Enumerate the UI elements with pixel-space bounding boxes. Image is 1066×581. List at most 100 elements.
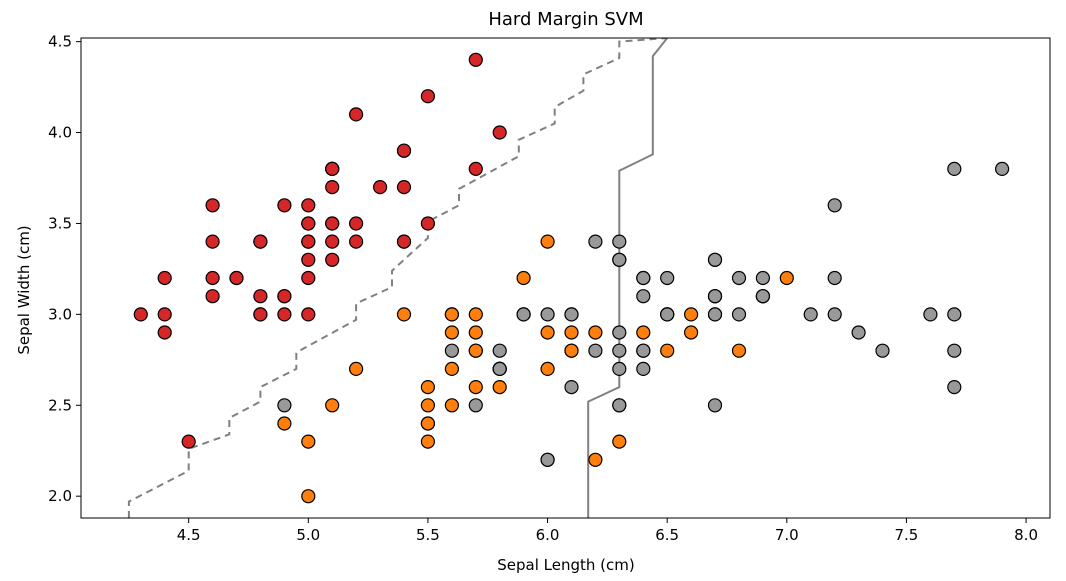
point-versicolor <box>683 325 699 340</box>
point-versicolor <box>444 361 459 376</box>
point-setosa <box>205 270 220 286</box>
point-setosa <box>277 289 292 304</box>
point-setosa <box>301 252 316 267</box>
point-versicolor <box>444 398 459 413</box>
point-virginica <box>612 234 627 249</box>
point-setosa <box>396 180 412 195</box>
point-setosa <box>349 216 364 231</box>
point-virginica <box>707 252 723 267</box>
point-versicolor <box>396 307 412 322</box>
point-versicolor <box>564 343 579 358</box>
point-virginica <box>564 380 579 395</box>
point-versicolor <box>612 434 627 449</box>
point-virginica <box>994 161 1010 176</box>
point-virginica <box>707 289 723 304</box>
point-versicolor <box>444 307 459 322</box>
chart-title: Hard Margin SVM <box>488 9 643 30</box>
point-setosa <box>157 270 172 286</box>
point-versicolor <box>540 325 555 340</box>
point-virginica <box>827 307 842 322</box>
point-versicolor <box>349 361 364 376</box>
point-virginica <box>588 234 603 249</box>
point-versicolor <box>683 307 699 322</box>
point-setosa <box>396 143 412 158</box>
point-virginica <box>277 398 292 413</box>
point-virginica <box>540 452 555 467</box>
point-setosa <box>253 307 268 322</box>
point-setosa <box>492 125 507 140</box>
y-tick-label: 3.5 <box>48 214 72 232</box>
point-setosa <box>277 198 292 213</box>
point-virginica <box>612 398 627 413</box>
point-virginica <box>947 343 962 358</box>
series-setosa <box>133 52 507 449</box>
point-virginica <box>947 307 962 322</box>
point-versicolor <box>468 380 483 395</box>
point-virginica <box>707 398 723 413</box>
point-setosa <box>253 289 268 304</box>
point-setosa <box>205 234 220 249</box>
point-virginica <box>636 270 651 286</box>
point-virginica <box>444 343 459 358</box>
x-tick-label: 7.0 <box>775 526 799 544</box>
point-setosa <box>157 307 172 322</box>
point-setosa <box>325 216 340 231</box>
point-virginica <box>636 289 651 304</box>
x-tick-label: 6.5 <box>655 526 679 544</box>
point-setosa <box>468 161 483 176</box>
point-setosa <box>325 234 340 249</box>
plot-frame <box>80 37 1051 519</box>
point-virginica <box>612 252 627 267</box>
point-setosa <box>468 52 483 67</box>
point-virginica <box>731 307 747 322</box>
point-setosa <box>181 434 196 449</box>
point-setosa <box>205 198 220 213</box>
point-virginica <box>827 270 842 286</box>
point-versicolor <box>420 380 435 395</box>
point-setosa <box>420 89 435 104</box>
point-versicolor <box>588 325 603 340</box>
point-versicolor <box>420 398 435 413</box>
y-axis-label: Sepal Width (cm) <box>15 225 33 354</box>
point-versicolor <box>277 416 292 431</box>
point-versicolor <box>588 452 603 467</box>
point-setosa <box>301 307 316 322</box>
point-versicolor <box>564 325 579 340</box>
point-virginica <box>851 325 866 340</box>
point-setosa <box>205 289 220 304</box>
point-virginica <box>660 270 675 286</box>
point-versicolor <box>468 343 483 358</box>
point-virginica <box>923 307 938 322</box>
y-tick-label: 4.5 <box>48 33 72 51</box>
point-virginica <box>827 198 842 213</box>
x-tick-label: 6.0 <box>536 526 560 544</box>
point-setosa <box>325 252 340 267</box>
point-virginica <box>755 270 771 286</box>
point-setosa <box>301 270 316 286</box>
point-versicolor <box>492 380 507 395</box>
point-virginica <box>875 343 890 358</box>
x-tick-label: 7.5 <box>895 526 919 544</box>
x-tick-label: 8.0 <box>1014 526 1038 544</box>
x-axis-label: Sepal Length (cm) <box>497 556 634 574</box>
point-virginica <box>636 361 651 376</box>
point-virginica <box>612 325 627 340</box>
point-virginica <box>588 343 603 358</box>
point-virginica <box>564 307 579 322</box>
x-tick-label: 5.5 <box>416 526 440 544</box>
point-setosa <box>373 180 388 195</box>
point-setosa <box>301 216 316 231</box>
point-setosa <box>349 234 364 249</box>
point-virginica <box>468 398 483 413</box>
plot-contents <box>127 38 1010 518</box>
point-virginica <box>612 343 627 358</box>
point-virginica <box>755 289 771 304</box>
point-setosa <box>277 307 292 322</box>
series-virginica <box>277 161 1010 467</box>
point-virginica <box>612 361 627 376</box>
y-tick-label: 3.0 <box>48 305 72 323</box>
point-versicolor <box>731 343 747 358</box>
point-versicolor <box>779 270 794 286</box>
point-virginica <box>707 307 723 322</box>
